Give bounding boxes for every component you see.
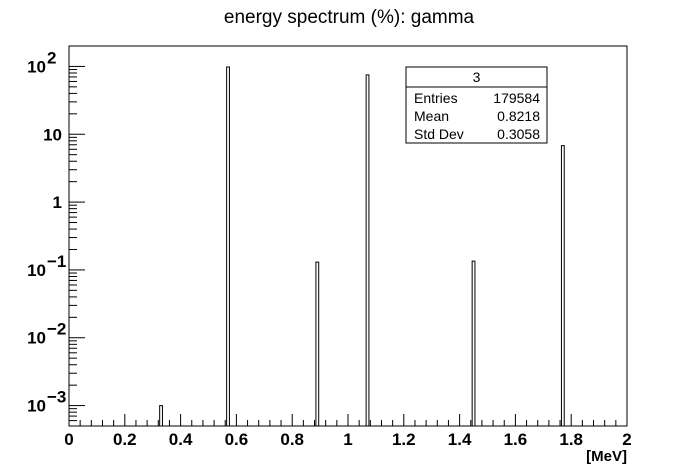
x-tick-label: 1.2	[392, 430, 416, 449]
x-tick-label: 0	[64, 430, 73, 449]
stats-stddev-label: Std Dev	[414, 126, 464, 142]
x-tick-label: 0.4	[169, 430, 193, 449]
histogram-bin	[560, 145, 565, 426]
histogram-bin	[365, 74, 370, 426]
x-axis: 0 0.2 0.4 0.6 0.8 1 1.2 1.4 1.6 1.8 2	[64, 414, 632, 449]
histogram-bins	[159, 66, 565, 426]
x-tick-label: 0.6	[225, 430, 249, 449]
y-tick-base: 10	[43, 125, 62, 144]
y-tick-base: 10	[27, 329, 46, 348]
y-tick-exponent: −1	[47, 252, 66, 271]
stats-mean-value: 0.8218	[497, 108, 540, 124]
x-tick-label: 2	[622, 430, 631, 449]
stats-box-frame	[405, 66, 548, 144]
x-tick-label: 1.6	[504, 430, 528, 449]
x-axis-label: [MeV]	[586, 448, 627, 465]
x-tick-label: 1.8	[559, 430, 583, 449]
y-tick-label: 10 −3	[27, 388, 66, 416]
y-tick-label: 10 −1	[27, 252, 66, 280]
chart-title: energy spectrum (%): gamma	[224, 7, 475, 28]
stats-stddev-value: 0.3058	[497, 126, 540, 142]
histogram-bin	[471, 260, 476, 426]
stats-entries-value: 179584	[493, 90, 540, 106]
x-tick-label: 1.4	[448, 430, 472, 449]
stats-box-title: 3	[473, 69, 481, 85]
x-tick-label: 0.8	[280, 430, 304, 449]
stats-entries-label: Entries	[414, 90, 458, 106]
y-tick-base: 10	[27, 57, 46, 76]
y-tick-base: 10	[27, 397, 46, 416]
x-tick-label: 0.2	[113, 430, 137, 449]
stats-box: 3 Entries 179584 Mean 0.8218 Std Dev 0.3…	[405, 66, 548, 144]
y-tick-label: 10 −2	[27, 320, 66, 348]
histogram-bin	[226, 66, 230, 426]
y-tick-label: 1	[53, 193, 62, 212]
y-tick-label: 10	[43, 125, 62, 144]
y-tick-label: 10 2	[27, 48, 56, 76]
y-tick-exponent: −3	[47, 388, 66, 407]
stats-mean-label: Mean	[414, 108, 449, 124]
histogram-bin	[159, 405, 163, 426]
histogram-bin	[315, 261, 320, 426]
y-tick-exponent: 2	[47, 48, 56, 67]
y-tick-base: 1	[53, 193, 62, 212]
x-tick-label: 1	[343, 430, 352, 449]
y-tick-exponent: −2	[47, 320, 66, 339]
y-tick-base: 10	[27, 261, 46, 280]
